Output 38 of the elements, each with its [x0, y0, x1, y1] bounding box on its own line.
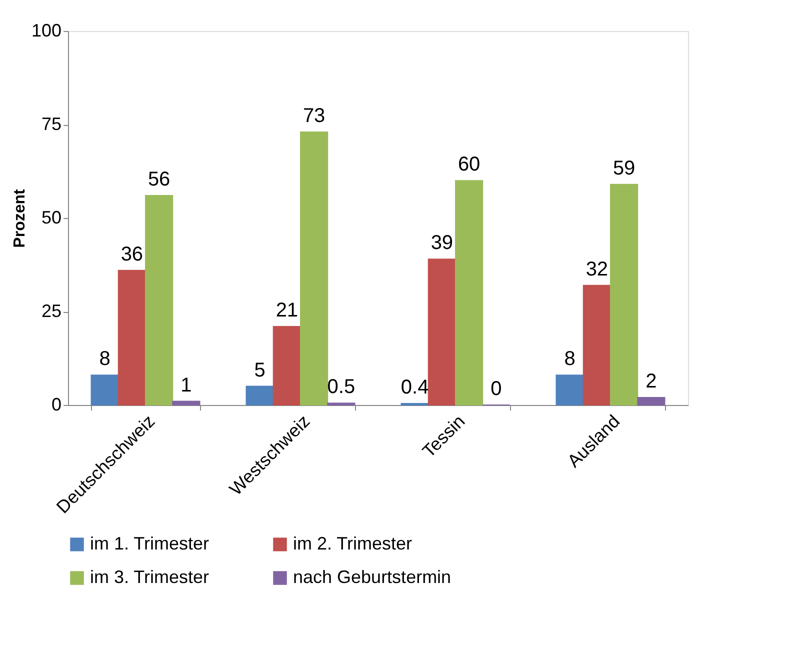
data-label: 60 [458, 154, 480, 176]
y-tick-label: 100 [31, 20, 62, 40]
legend-label: im 1. Trimester [90, 533, 210, 554]
data-label: 21 [276, 299, 298, 322]
data-label: 36 [120, 243, 144, 266]
bar [582, 284, 611, 406]
data-label: 56 [148, 168, 170, 191]
bar [90, 374, 119, 406]
data-label: 73 [302, 104, 326, 127]
bar [556, 374, 584, 406]
bar [455, 180, 484, 406]
bar [172, 400, 200, 406]
legend-label: im 2. Trimester [293, 533, 412, 554]
data-label: 1 [180, 374, 192, 396]
data-label: 8 [99, 348, 110, 370]
data-label: 8 [564, 348, 576, 370]
data-label: 59 [612, 157, 636, 180]
data-label: 0.5 [327, 376, 356, 398]
y-tick-label: 0 [51, 394, 62, 414]
bar [610, 184, 638, 406]
bar [637, 397, 666, 406]
bar [118, 270, 146, 406]
y-tick-label: 75 [41, 114, 62, 134]
legend-label: im 3. Trimester [90, 567, 210, 587]
bar [300, 131, 328, 406]
data-label: 5 [254, 359, 266, 382]
bar [272, 326, 301, 406]
data-label: 2 [646, 370, 657, 393]
y-tick-label: 25 [41, 301, 62, 321]
bar [145, 195, 174, 406]
data-label: 39 [430, 232, 454, 254]
data-label: 0 [490, 378, 502, 400]
y-axis-title: Prozent [11, 188, 28, 248]
y-tick-label: 50 [41, 208, 62, 228]
legend-label: nach Geburtstermin [293, 567, 452, 587]
bar [428, 258, 456, 406]
data-label: 32 [586, 258, 608, 280]
bar [246, 386, 274, 406]
